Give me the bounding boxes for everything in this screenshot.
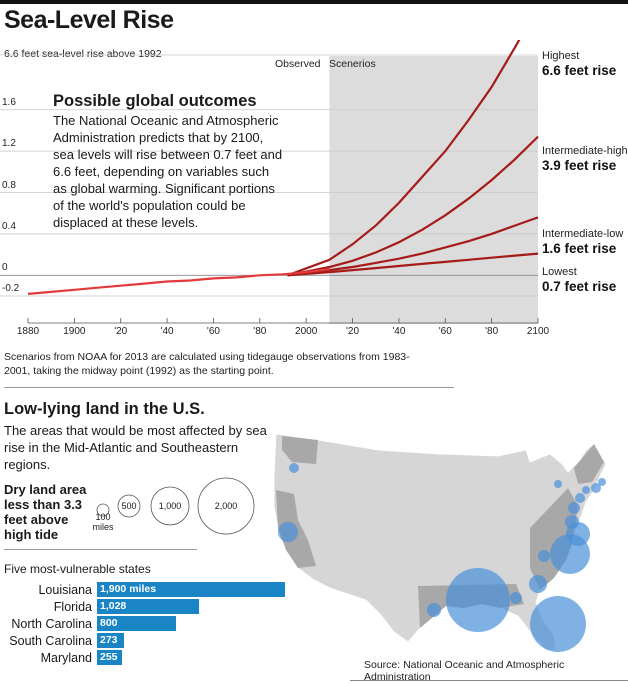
scenario-highest-value: 6.6 feet rise	[542, 63, 617, 78]
legend-circle-100	[96, 503, 110, 517]
legend-circle-2000	[197, 477, 255, 535]
y-tick-label: -0.2	[2, 283, 20, 294]
y-tick-label: 1.6	[2, 96, 16, 108]
states-divider	[4, 549, 197, 550]
state-label: Maryland	[40, 651, 92, 665]
y-tick-label: 0.4	[2, 220, 16, 232]
state-bar	[97, 650, 123, 665]
state-label: Florida	[53, 600, 92, 614]
top-rule	[0, 0, 628, 4]
chart-footnote: Scenarios from NOAA for 2013 are calcula…	[4, 351, 410, 377]
state-bar	[97, 616, 177, 631]
x-tick-label: '80	[485, 326, 499, 337]
state-bar	[97, 599, 199, 614]
x-tick-label: '60	[206, 326, 220, 337]
sea-level-chart	[0, 40, 539, 324]
states-heading: Five most-vulnerable states	[4, 562, 151, 576]
outcomes-heading: Possible global outcomes	[53, 92, 257, 110]
scenario-int-high-name: Intermediate-high	[542, 145, 628, 157]
state-label: Louisiana	[38, 583, 92, 597]
x-tick-marks	[27, 318, 539, 324]
legend-circle-1000	[150, 486, 190, 526]
scenario-line	[287, 216, 539, 277]
y-tick-label: 0.8	[2, 179, 16, 191]
x-tick-label: '40	[160, 326, 174, 337]
x-tick-label: '20	[346, 326, 360, 337]
x-tick-label: '80	[253, 326, 267, 337]
state-label: North Carolina	[11, 617, 92, 631]
legend-title: Dry land area less than 3.3 feet above h…	[4, 482, 87, 542]
vulnerability-bubble	[510, 592, 522, 604]
vulnerability-bubble	[575, 493, 585, 503]
scenario-lowest-name: Lowest	[542, 266, 577, 278]
vulnerability-bubble	[427, 603, 441, 617]
observed-label: Observed	[275, 58, 321, 70]
vulnerability-bubble	[278, 522, 298, 542]
vulnerability-bubble	[554, 480, 562, 488]
us-map	[273, 433, 607, 652]
circle-size-legend	[96, 477, 255, 535]
vulnerability-bubble	[538, 550, 550, 562]
state-label: South Carolina	[9, 634, 92, 648]
vulnerability-bubbles	[278, 463, 606, 652]
new-england-region	[574, 444, 604, 484]
scenario-int-low-name: Intermediate-low	[542, 228, 624, 240]
scenario-line	[287, 40, 521, 277]
legend-label-1000: 1,000	[158, 501, 182, 511]
vulnerability-bubble	[568, 502, 580, 514]
observed-line	[27, 268, 330, 295]
scenario-line	[287, 252, 539, 277]
state-bar-value: 273	[100, 634, 118, 646]
vulnerability-bubble	[529, 575, 547, 593]
bottom-rule	[350, 680, 628, 681]
y-tick-label: 0	[2, 262, 8, 274]
state-bar-value: 255	[100, 651, 118, 663]
legend-label-500: 500	[121, 501, 137, 511]
state-bar-value: 1,900 miles	[100, 583, 157, 595]
x-tick-label: 1880	[16, 326, 40, 337]
vulnerability-bubble	[582, 486, 590, 494]
state-bar-value: 1,028	[100, 600, 127, 612]
y-tick-label: 1.2	[2, 138, 16, 150]
vulnerability-bubble	[289, 463, 299, 473]
legend-label-2000: 2,000	[214, 501, 238, 511]
state-bar	[97, 633, 124, 648]
scenario-int-low-value: 1.6 feet rise	[542, 241, 617, 256]
land-heading: Low-lying land in the U.S.	[4, 400, 205, 418]
page-title: Sea-Level Rise	[4, 6, 174, 34]
chart-note: 6.6 feet sea-level rise above 1992	[4, 48, 162, 60]
legend-label-100: 100 miles	[92, 512, 114, 532]
vulnerability-bubble	[598, 478, 606, 486]
state-bar	[97, 582, 285, 597]
washington-region	[282, 436, 318, 464]
scenario-lowest-value: 0.7 feet rise	[542, 279, 617, 294]
vulnerability-bubble	[530, 596, 586, 652]
scenario-line	[287, 135, 539, 277]
east-coast-region	[530, 488, 578, 590]
section-divider	[4, 387, 454, 388]
outcomes-body: The National Oceanic and Atmospheric Adm…	[53, 113, 283, 230]
x-tick-label: '60	[438, 326, 452, 337]
x-tick-label: 1900	[63, 326, 86, 337]
scenario-int-high-value: 3.9 feet rise	[542, 158, 617, 173]
scenarios-label: Scenerios	[329, 58, 376, 70]
x-tick-label: '40	[392, 326, 406, 337]
x-tick-label: 2000	[295, 326, 318, 337]
x-tick-label: 2100	[526, 326, 550, 337]
scenario-highest-name: Highest	[542, 50, 580, 62]
legend-circle-500	[117, 494, 141, 518]
vulnerability-bubble	[591, 483, 601, 493]
x-tick-label: '20	[114, 326, 128, 337]
land-body: The areas that would be most affected by…	[4, 423, 267, 472]
scenario-shade	[329, 56, 538, 324]
vulnerability-bubble	[565, 515, 579, 529]
vulnerability-bubble	[446, 568, 510, 632]
scenario-lines	[287, 40, 539, 277]
state-bar-value: 800	[100, 617, 118, 629]
